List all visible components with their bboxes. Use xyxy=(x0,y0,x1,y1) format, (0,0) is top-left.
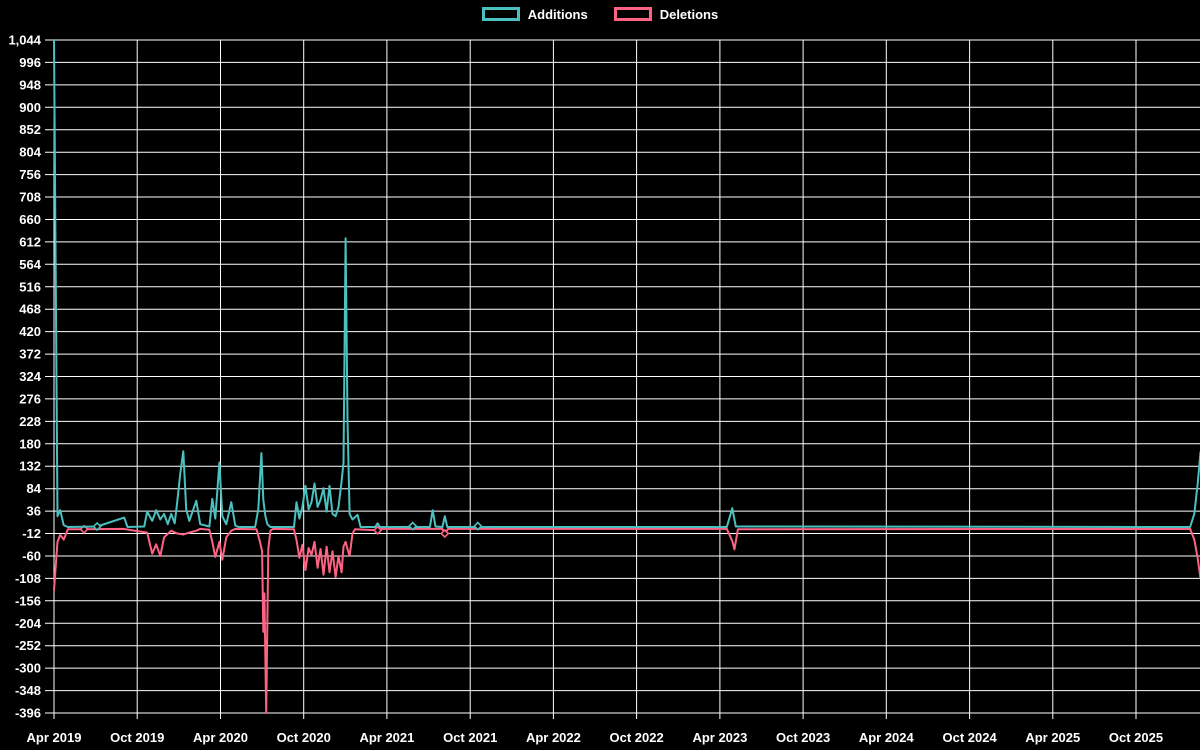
additions-point-marker xyxy=(473,521,483,531)
deletions-line xyxy=(53,527,1200,714)
legend-item-deletions[interactable]: Deletions xyxy=(613,6,719,22)
y-tick-label: 420 xyxy=(19,324,41,339)
additions-point-marker xyxy=(92,521,102,532)
y-tick-label: -396 xyxy=(15,706,41,721)
x-tick-label: Oct 2025 xyxy=(1109,730,1163,745)
y-tick-label: 468 xyxy=(19,302,41,317)
y-tick-label: 180 xyxy=(19,436,41,451)
y-tick-label: 948 xyxy=(19,77,41,92)
x-tick-label: Apr 2019 xyxy=(27,730,82,745)
y-tick-label: -12 xyxy=(22,526,41,541)
y-tick-label: -204 xyxy=(15,616,42,631)
y-tick-label: 84 xyxy=(27,481,42,496)
y-tick-label: 132 xyxy=(19,459,41,474)
y-tick-label: 564 xyxy=(19,257,41,272)
y-tick-label: 324 xyxy=(19,369,41,384)
deletions-point-marker xyxy=(372,525,383,535)
y-tick-label: 228 xyxy=(19,414,41,429)
additions-point-marker xyxy=(408,521,418,531)
legend-label-additions: Additions xyxy=(527,6,588,22)
deletions-point-marker xyxy=(440,528,450,539)
y-tick-label: 276 xyxy=(19,391,41,406)
y-tick-label: 516 xyxy=(19,279,41,294)
y-tick-label: 996 xyxy=(19,55,41,70)
x-tick-label: Apr 2025 xyxy=(1025,730,1080,745)
y-tick-label: 900 xyxy=(19,100,41,115)
x-tick-label: Oct 2023 xyxy=(776,730,830,745)
legend-item-additions[interactable]: Additions xyxy=(481,6,588,22)
y-tick-label: 660 xyxy=(19,212,41,227)
y-tick-label: 852 xyxy=(19,122,41,137)
additions-line xyxy=(53,39,1200,528)
y-tick-label: -60 xyxy=(22,549,41,564)
y-tick-label: 36 xyxy=(27,504,41,519)
y-tick-label: 708 xyxy=(19,190,41,205)
x-tick-label: Apr 2022 xyxy=(526,730,581,745)
chart-legend: Additions Deletions xyxy=(0,7,1200,21)
x-tick-label: Oct 2024 xyxy=(942,730,997,745)
y-tick-label: 1,044 xyxy=(8,33,41,48)
y-tick-label: -108 xyxy=(15,571,41,586)
x-tick-label: Apr 2023 xyxy=(692,730,747,745)
additions-swatch-icon xyxy=(481,7,520,21)
y-tick-label: -156 xyxy=(15,593,41,608)
x-tick-label: Oct 2019 xyxy=(110,730,164,745)
x-tick-label: Apr 2020 xyxy=(193,730,248,745)
y-tick-label: -252 xyxy=(15,638,41,653)
x-tick-label: Apr 2024 xyxy=(859,730,915,745)
x-tick-label: Oct 2020 xyxy=(277,730,331,745)
y-tick-label: 804 xyxy=(19,145,41,160)
y-tick-label: -300 xyxy=(15,661,41,676)
deletions-swatch-icon xyxy=(613,7,652,21)
y-tick-label: 756 xyxy=(19,167,41,182)
x-tick-label: Apr 2021 xyxy=(359,730,414,745)
x-tick-label: Oct 2022 xyxy=(609,730,663,745)
x-tick-label: Oct 2021 xyxy=(443,730,497,745)
y-tick-label: 612 xyxy=(19,234,41,249)
legend-label-deletions: Deletions xyxy=(659,6,719,22)
y-tick-label: -348 xyxy=(15,683,41,698)
y-tick-label: 372 xyxy=(19,347,41,362)
